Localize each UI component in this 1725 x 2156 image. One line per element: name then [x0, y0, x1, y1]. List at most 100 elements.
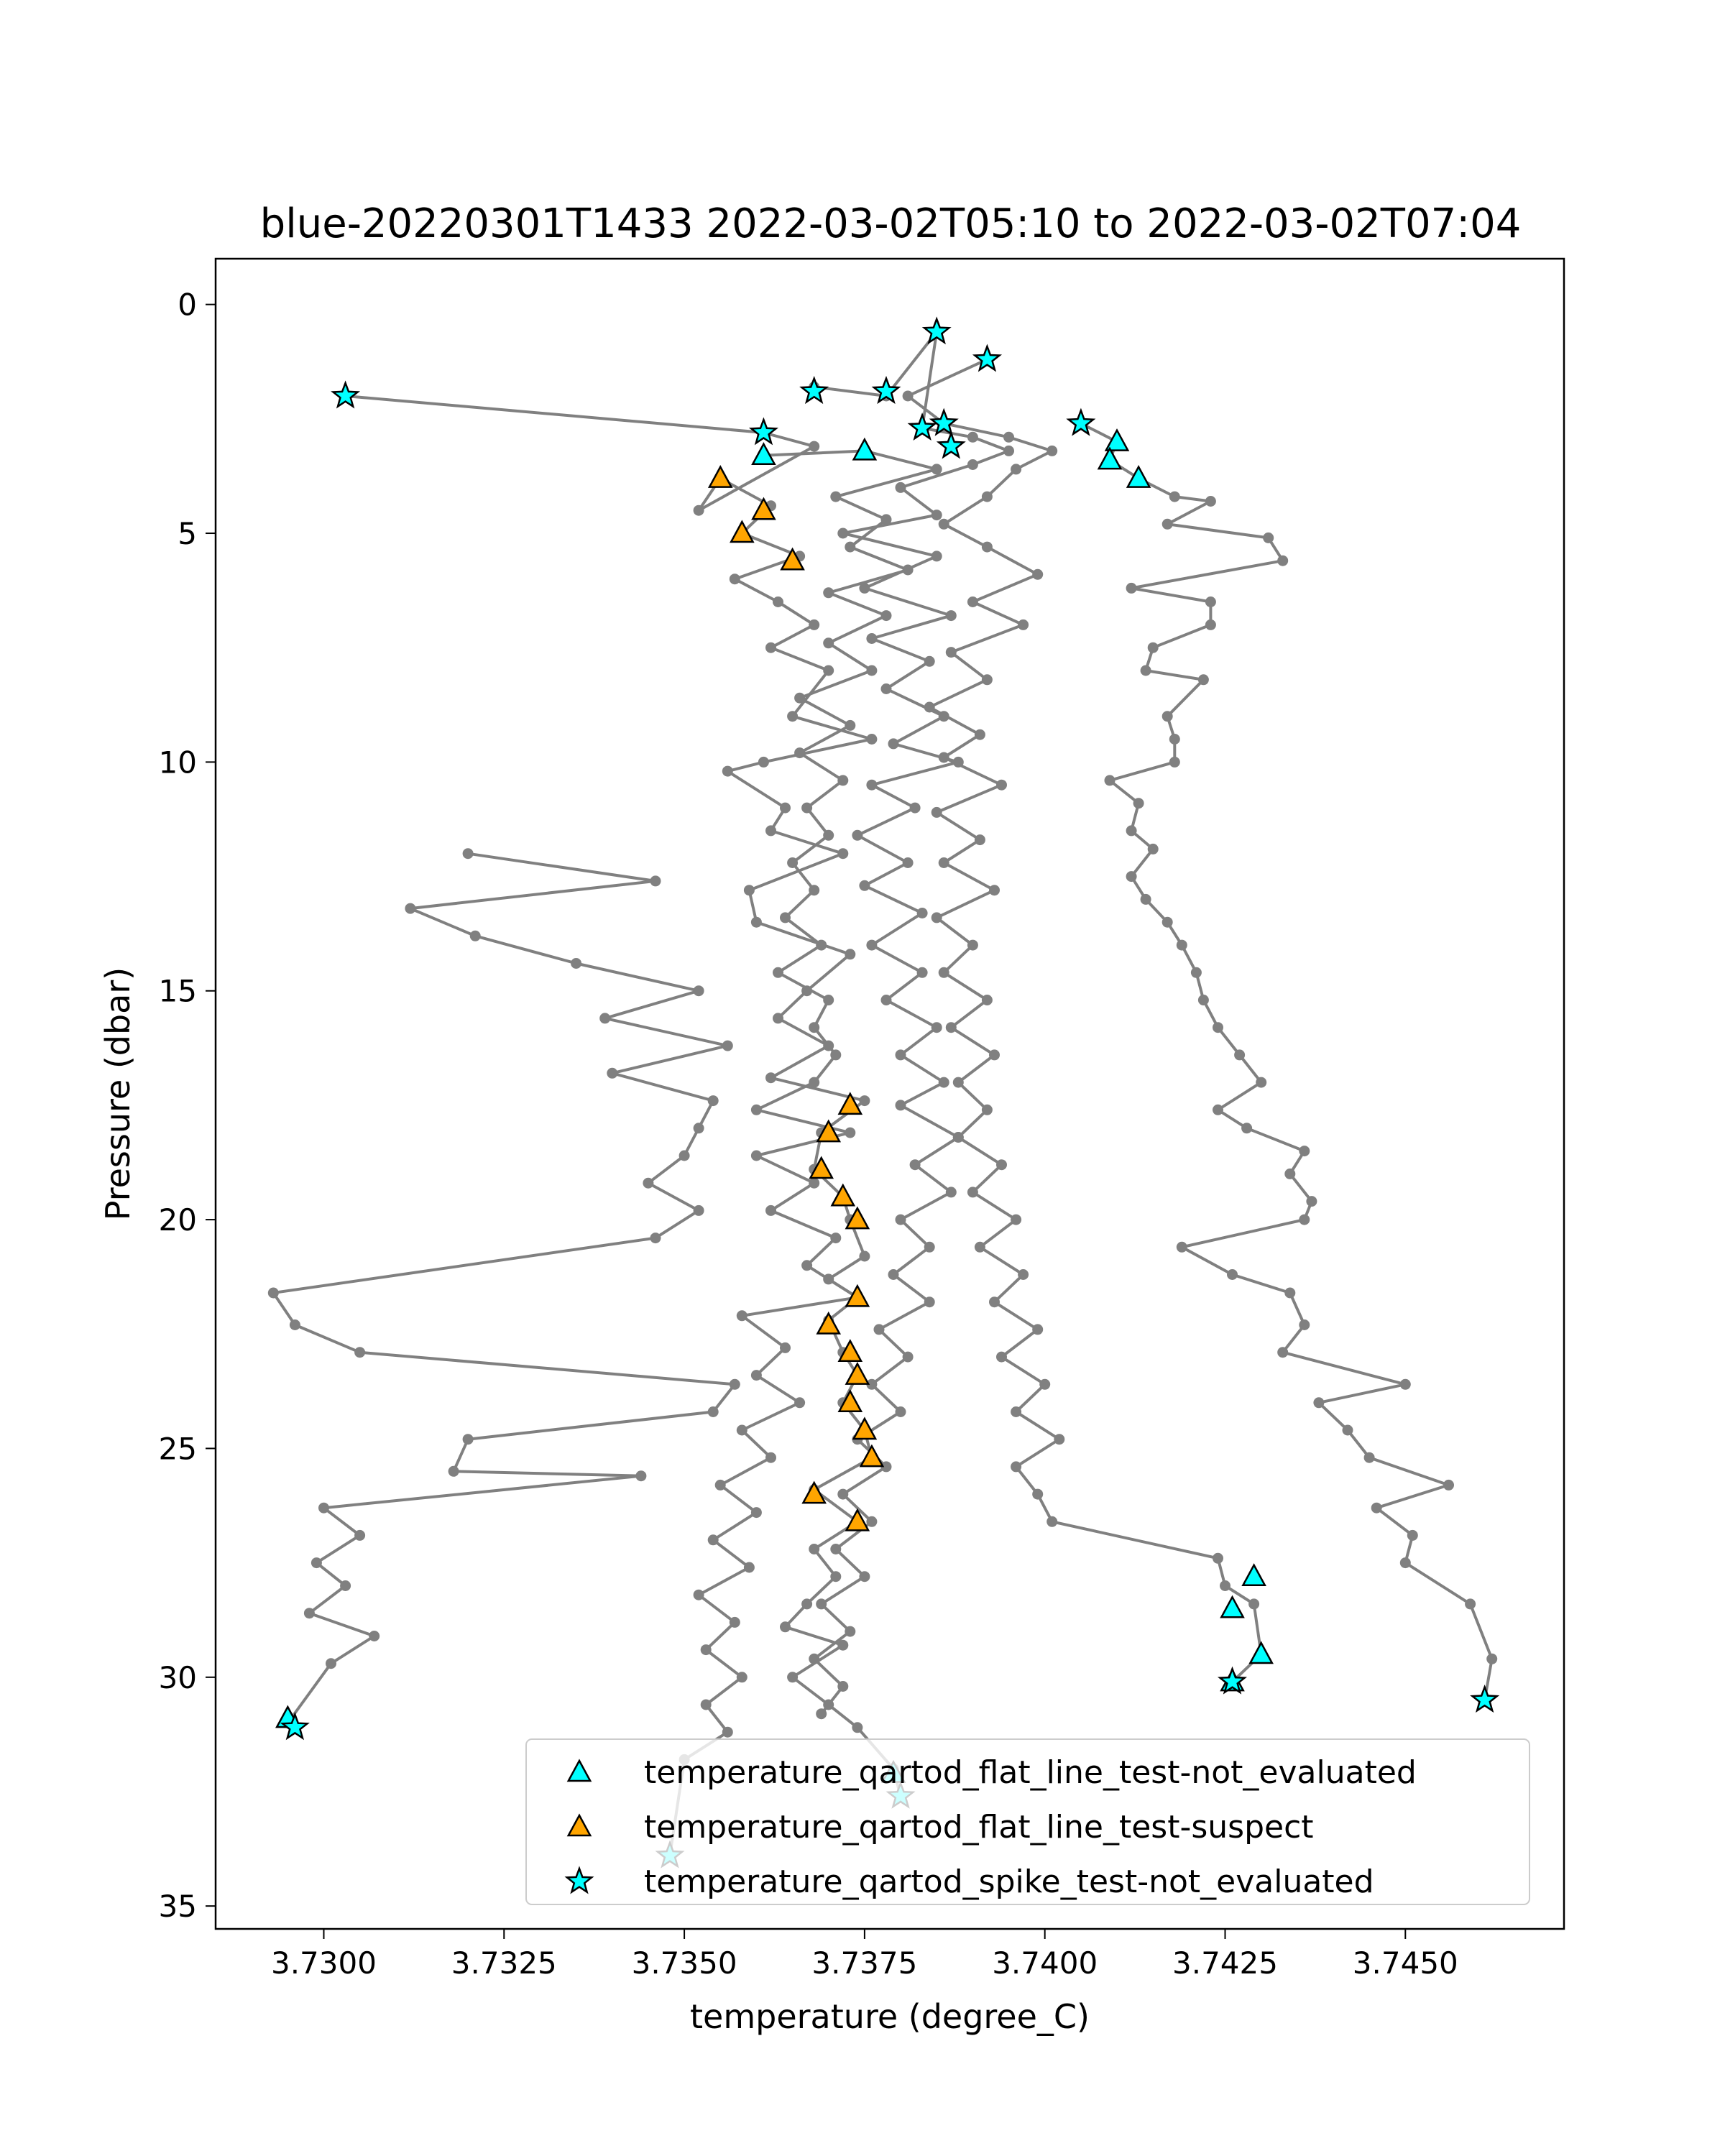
profile-point: [1197, 995, 1209, 1005]
flag-marker-series-2: [845, 1284, 870, 1307]
profile-point: [880, 995, 892, 1005]
profile-point: [1003, 431, 1014, 443]
profile-point: [1104, 775, 1116, 786]
profile-point: [830, 1544, 842, 1554]
profile-point: [462, 848, 474, 860]
profile-point: [809, 885, 820, 896]
profile-point: [801, 802, 813, 814]
flag-marker-series-3: [799, 376, 829, 405]
profile-point: [787, 711, 799, 722]
profile-point: [866, 939, 878, 951]
profile-point: [693, 505, 704, 516]
profile-point: [1205, 619, 1216, 630]
flag-marker-series-3: [1470, 1685, 1500, 1713]
profile-point: [326, 1658, 336, 1669]
profile-point: [981, 1104, 993, 1115]
profile-point: [736, 1672, 748, 1683]
profile-point: [837, 1639, 849, 1651]
profile-point: [354, 1529, 366, 1541]
flag-marker-series-3: [936, 430, 966, 459]
flag-marker-series-1: [1220, 1595, 1245, 1618]
y-tick-label: 25: [159, 1431, 197, 1466]
profile-point: [916, 967, 928, 978]
y-tick-label: 0: [178, 287, 197, 323]
profile-point: [952, 1077, 964, 1088]
profile-point: [318, 1502, 329, 1514]
profile-point: [801, 1598, 813, 1610]
legend-marker-2: [566, 1813, 592, 1837]
profile-point: [895, 1049, 906, 1061]
flag-marker-series-2: [845, 1361, 870, 1385]
axes: [214, 257, 1565, 1930]
profile-point: [310, 1557, 322, 1569]
profile-point: [981, 491, 993, 502]
profile-point: [816, 1598, 827, 1610]
profile-point: [895, 482, 906, 493]
profile-point: [931, 806, 942, 818]
profile-point: [823, 637, 834, 649]
profile-point: [888, 738, 899, 750]
profile-point: [780, 912, 791, 923]
profile-point: [1299, 1214, 1310, 1225]
profile-point: [1256, 1077, 1267, 1088]
profile-point: [837, 1488, 849, 1500]
profile-point: [938, 857, 949, 868]
x-tick-label: 3.7450: [1353, 1945, 1458, 1981]
profile-point: [895, 1214, 906, 1225]
profile-point: [830, 1571, 842, 1583]
flag-marker-series-2: [816, 1311, 842, 1335]
profile-point: [780, 1621, 791, 1633]
profile-point: [765, 1204, 776, 1216]
profile-point: [780, 1342, 791, 1353]
profile-point: [1039, 1378, 1051, 1390]
flag-marker-series-3: [331, 380, 361, 409]
profile-point: [859, 880, 870, 891]
x-tick-label: 3.7400: [992, 1945, 1098, 1981]
profile-point: [1054, 1434, 1065, 1445]
flag-marker-series-2: [837, 1339, 863, 1362]
profile-point: [952, 1132, 964, 1143]
profile-point: [369, 1631, 380, 1641]
y-axis-label: Pressure (dbar): [98, 967, 137, 1220]
profile-point: [1299, 1319, 1310, 1330]
profile-point: [845, 1626, 856, 1637]
flag-marker-series-3: [1217, 1666, 1248, 1695]
profile-point: [750, 1507, 762, 1519]
flag-marker-series-1: [1126, 465, 1151, 488]
profile-point: [996, 1159, 1007, 1171]
profile-point: [981, 995, 993, 1005]
profile-point: [1011, 1406, 1022, 1417]
profile-point: [888, 1269, 899, 1280]
profile-point: [845, 719, 856, 731]
profile-point: [1284, 1287, 1296, 1299]
profile-point: [845, 949, 856, 960]
profile-point: [1162, 711, 1173, 722]
profile-point: [837, 1681, 849, 1692]
profile-point: [830, 1233, 842, 1244]
legend-label-1: temperature_qartod_flat_line_test-not_ev…: [644, 1754, 1417, 1791]
profile-point: [866, 734, 878, 745]
profile-point: [758, 756, 769, 768]
profile-point: [945, 610, 957, 622]
profile-point: [650, 875, 661, 887]
profile-point: [823, 665, 834, 676]
profile-point: [989, 1296, 1000, 1308]
flag-marker-series-2: [837, 1092, 863, 1115]
profile-point: [909, 802, 921, 814]
flag-marker-series-2: [801, 1480, 827, 1504]
profile-point: [1176, 939, 1187, 951]
profile-point: [765, 1452, 776, 1463]
profile-point: [859, 1250, 870, 1262]
profile-point: [1126, 825, 1137, 837]
profile-point: [931, 1022, 942, 1033]
profile-point: [1213, 1552, 1223, 1564]
profile-point: [1032, 1324, 1044, 1335]
profile-point: [607, 1067, 618, 1079]
flag-marker-series-3: [1066, 407, 1096, 436]
profile-point: [809, 1544, 820, 1554]
profile-point: [895, 1100, 906, 1111]
flag-marker-series-1: [852, 437, 878, 461]
profile-point: [880, 514, 892, 525]
profile-point: [945, 1022, 957, 1033]
profile-point: [736, 1310, 748, 1322]
